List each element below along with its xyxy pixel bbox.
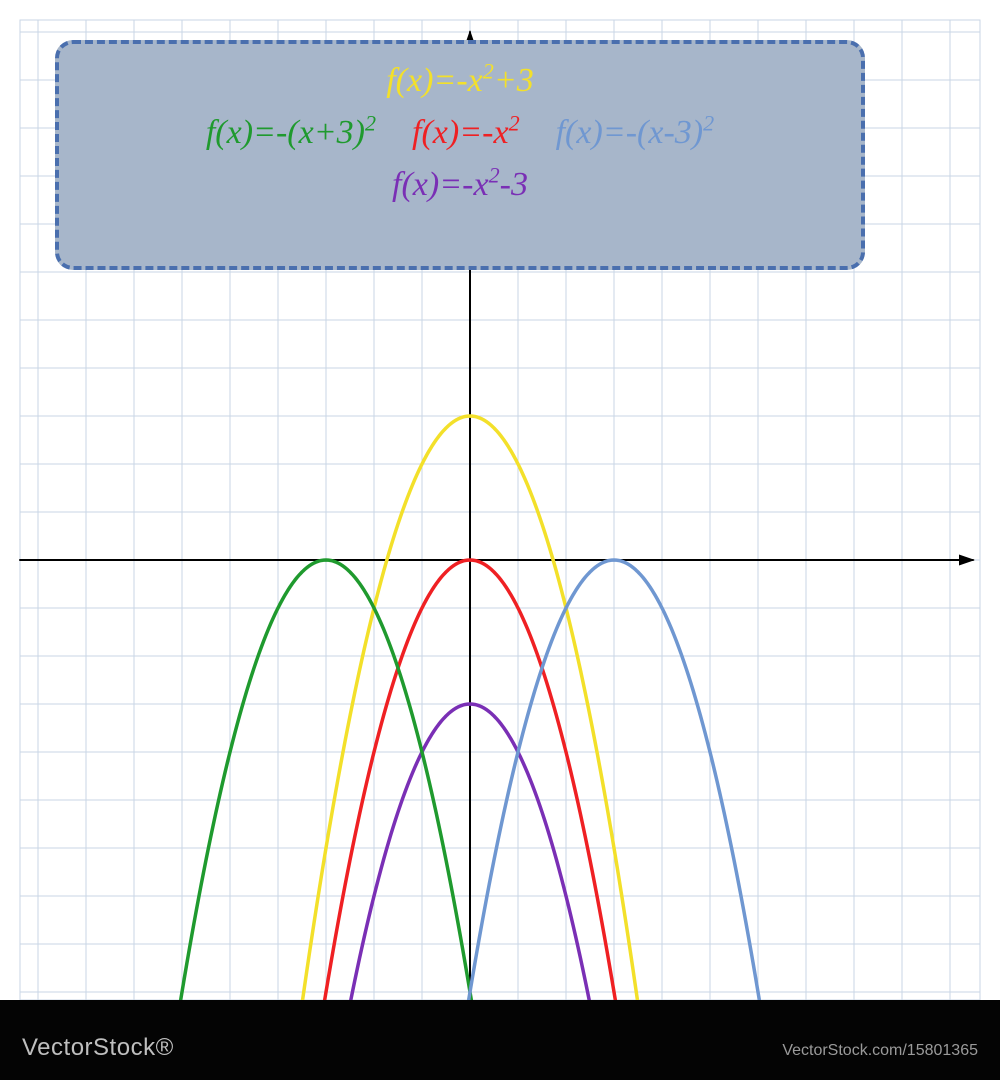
- legend-item: f(x)=-x2: [412, 114, 520, 152]
- watermark-right: VectorStock.com/15801365: [782, 1042, 978, 1060]
- legend-item: f(x)=-x2+3: [386, 62, 534, 100]
- legend-item: f(x)=-x2-3: [392, 166, 528, 204]
- legend-row: f(x)=-x2+3: [59, 62, 861, 100]
- watermark-left: VectorStock®: [22, 1034, 174, 1062]
- legend-row: f(x)=-x2-3: [59, 166, 861, 204]
- legend-item: f(x)=-(x+3)2: [206, 114, 376, 152]
- figure-stage: f(x)=-x2+3 f(x)=-(x+3)2 f(x)=-x2 f(x)=-(x-3…: [0, 0, 1000, 1080]
- legend-box: f(x)=-x2+3 f(x)=-(x+3)2 f(x)=-x2 f(x)=-(x-3…: [55, 40, 865, 270]
- legend-item: f(x)=-(x-3)2: [556, 114, 715, 152]
- legend-row: f(x)=-(x+3)2 f(x)=-x2 f(x)=-(x-3)2: [59, 114, 861, 152]
